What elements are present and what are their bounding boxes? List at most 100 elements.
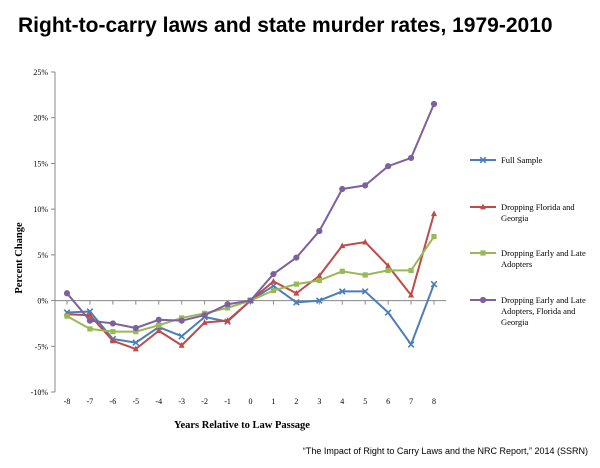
data-point bbox=[247, 297, 254, 304]
x-tick-label: -4 bbox=[155, 397, 162, 406]
x-tick-label: 7 bbox=[409, 397, 413, 406]
x-tick-label: 8 bbox=[432, 397, 436, 406]
data-point bbox=[224, 305, 231, 311]
data-point bbox=[87, 326, 93, 332]
y-tick-label: 0% bbox=[37, 297, 48, 306]
data-point bbox=[316, 277, 322, 284]
data-point bbox=[110, 329, 116, 335]
series-line bbox=[66, 213, 435, 351]
data-point bbox=[385, 267, 391, 273]
x-marker-stroke bbox=[293, 299, 300, 306]
data-point bbox=[338, 288, 346, 295]
data-point bbox=[270, 270, 277, 278]
x-tick-label: -8 bbox=[64, 397, 71, 406]
data-point bbox=[132, 345, 139, 352]
x-marker-stroke bbox=[315, 297, 323, 304]
series-lines bbox=[63, 100, 438, 352]
data-point bbox=[339, 242, 346, 249]
legend-label: Full Sample bbox=[501, 155, 543, 165]
x-marker-stroke bbox=[407, 341, 415, 348]
legend-marker bbox=[479, 296, 487, 304]
data-point bbox=[201, 319, 208, 325]
data-point bbox=[155, 316, 162, 323]
x-tick-label: -6 bbox=[110, 397, 117, 406]
data-point bbox=[316, 272, 323, 279]
y-tick-label: 20% bbox=[33, 114, 48, 123]
data-point bbox=[64, 313, 70, 319]
x-tick-label: -7 bbox=[87, 397, 94, 406]
data-point bbox=[293, 289, 300, 296]
series-1 bbox=[63, 280, 438, 348]
data-point bbox=[132, 324, 139, 332]
axes bbox=[51, 71, 446, 393]
x-marker-stroke bbox=[86, 308, 94, 315]
data-point bbox=[361, 288, 369, 295]
data-point bbox=[270, 277, 277, 284]
x-tick-label: 6 bbox=[386, 397, 390, 406]
data-point bbox=[430, 280, 438, 288]
legend-label: Georgia bbox=[501, 317, 528, 327]
data-point bbox=[384, 309, 392, 316]
y-tick-label: 5% bbox=[37, 251, 48, 260]
data-point bbox=[178, 317, 185, 324]
x-marker-stroke bbox=[178, 332, 186, 340]
data-point bbox=[86, 317, 94, 324]
data-point bbox=[316, 227, 323, 235]
data-point bbox=[293, 299, 300, 306]
data-point bbox=[270, 287, 277, 294]
data-point bbox=[431, 233, 437, 240]
x-tick-label: 5 bbox=[363, 397, 367, 406]
y-tick-labels: -10% -5% 0% 5% 10% 15% 20% 25% bbox=[31, 68, 49, 397]
series-line bbox=[66, 283, 435, 346]
legend-label: Dropping Early and Late bbox=[501, 248, 586, 258]
x-marker-stroke bbox=[361, 288, 369, 295]
x-marker-stroke bbox=[384, 309, 392, 316]
data-point bbox=[293, 254, 300, 261]
y-axis-title: Percent Change bbox=[14, 222, 25, 294]
data-point bbox=[86, 308, 94, 315]
series-4 bbox=[63, 100, 438, 332]
y-tick-label: 25% bbox=[33, 68, 48, 77]
x-tick-label: -1 bbox=[224, 397, 231, 406]
x-tick-label: 3 bbox=[317, 397, 321, 406]
legend-label: Georgia bbox=[501, 213, 528, 223]
data-point bbox=[408, 291, 415, 298]
x-marker-stroke bbox=[132, 339, 140, 346]
series-line bbox=[66, 103, 435, 329]
series-3 bbox=[64, 233, 437, 335]
x-tick-label: -2 bbox=[201, 397, 208, 406]
x-tick-label: 0 bbox=[249, 397, 253, 406]
source-note: “The Impact of Right to Carry Laws and t… bbox=[302, 446, 588, 456]
series-2 bbox=[64, 210, 437, 352]
legend-label: Adopters bbox=[501, 259, 532, 269]
data-point bbox=[155, 327, 162, 334]
data-point bbox=[178, 341, 185, 348]
data-point bbox=[224, 301, 231, 308]
data-point bbox=[201, 312, 208, 319]
x-tick-label: -5 bbox=[132, 397, 139, 406]
data-point bbox=[385, 163, 392, 170]
legend-label: Dropping Florida and bbox=[501, 202, 575, 212]
data-point bbox=[224, 317, 231, 324]
x-tick-label: -3 bbox=[178, 397, 185, 406]
x-marker-stroke bbox=[479, 156, 487, 164]
x-tick-labels: -8 -7 -6 -5 -4 -3 -2 -1 0 1 2 3 4 5 6 7 8 bbox=[64, 397, 436, 406]
data-point bbox=[408, 267, 414, 273]
x-tick-label: 2 bbox=[294, 397, 298, 406]
data-point bbox=[133, 329, 139, 335]
x-marker-stroke bbox=[270, 282, 277, 290]
data-point bbox=[385, 262, 392, 269]
x-tick-label: 1 bbox=[271, 397, 275, 406]
data-point bbox=[431, 210, 437, 217]
data-point bbox=[156, 322, 162, 328]
data-point bbox=[407, 341, 415, 348]
legend-marker bbox=[479, 156, 487, 164]
data-point bbox=[362, 238, 369, 245]
legend-item-1: Full Sample bbox=[470, 155, 543, 165]
y-tick-label: 10% bbox=[33, 205, 48, 214]
data-point bbox=[63, 290, 71, 297]
